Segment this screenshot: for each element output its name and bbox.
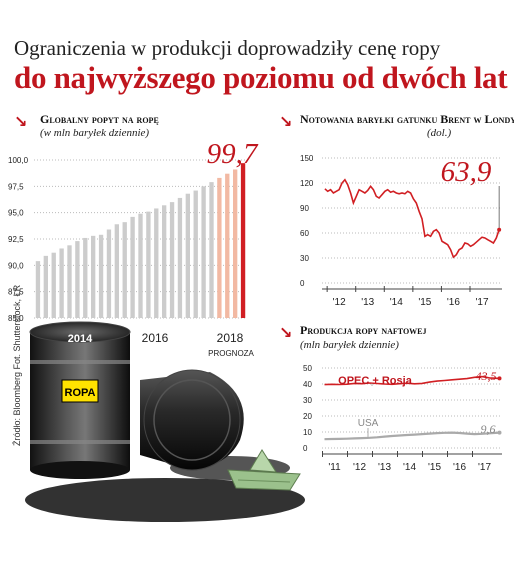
demand-bar [240, 163, 246, 318]
brent-x-tick-label: '13 [361, 297, 374, 308]
prod-x-tick-label: '11 [328, 462, 341, 473]
demand-y-tick-label: 95,0 [8, 209, 24, 218]
usa-last-value: 9,6 [481, 422, 496, 436]
opec-series-label: OPEC + Rosja [338, 375, 413, 387]
demand-bar [43, 255, 49, 318]
production-chart-title: Produkcja ropy naftowej [300, 323, 427, 337]
demand-bar [185, 193, 191, 318]
demand-bar [225, 173, 230, 318]
prod-x-tick-label: '17 [478, 462, 491, 473]
prod-x-tick-label: '16 [453, 462, 466, 473]
demand-bar [209, 182, 214, 318]
brent-x-tick-label: '15 [418, 297, 431, 308]
demand-y-tick-label: 97,5 [8, 182, 24, 191]
brent-chart-title: Notowania baryłki gatunku Brent w Londyn… [300, 112, 514, 126]
oil-spill [25, 478, 305, 522]
lying-barrel [140, 369, 244, 471]
demand-bar [177, 197, 183, 318]
demand-bar [161, 205, 167, 318]
barrel-label [61, 379, 99, 403]
usa-series-label: USA [358, 418, 379, 429]
opec-russia-line [324, 375, 500, 386]
demand-x-label-2018: 2018 [217, 331, 244, 345]
demand-bar [90, 235, 96, 318]
demand-bar [122, 222, 127, 318]
demand-bar [130, 216, 135, 318]
demand-bar [146, 211, 151, 318]
brent-x-tick-label: '14 [390, 297, 403, 308]
opec-last-value: 43,5 [476, 369, 497, 383]
demand-x-label-2016: 2016 [142, 331, 169, 345]
barrel-label-text: ROPA [65, 387, 96, 399]
upright-barrel [29, 321, 131, 479]
demand-y-tick-label: 100,0 [8, 156, 29, 165]
demand-y-tick-label: 92,5 [8, 235, 24, 244]
demand-chart-subtitle: (w mln baryłek dziennie) [40, 127, 150, 139]
demand-bar [35, 261, 41, 318]
oil-barrels-illustration [25, 321, 305, 522]
brent-y-tick-label: 150 [300, 154, 314, 163]
demand-y-tick-label: 90,0 [8, 261, 24, 270]
brent-last-point [497, 227, 502, 232]
money-boat-icon [227, 449, 301, 491]
prod-y-tick-label: 30 [303, 396, 312, 405]
headline-line1: Ograniczenia w produkcji doprowadziły ce… [14, 36, 441, 60]
brent-x-tick-label: '17 [475, 297, 488, 308]
demand-bar [75, 241, 80, 318]
demand-bar [232, 169, 238, 318]
brent-y-tick-label: 120 [300, 179, 314, 188]
demand-bar [106, 229, 112, 318]
usa-line [324, 431, 500, 441]
brent-last-value: 63,9 [441, 156, 492, 188]
brent-y-tick-label: 0 [300, 279, 305, 288]
demand-bar [193, 190, 198, 318]
brent-chart-subtitle: (dol.) [427, 127, 452, 139]
forecast-label: PROGNOZA [208, 349, 254, 358]
prod-x-tick-label: '12 [353, 462, 366, 473]
down-right-arrow-icon: ↘ [279, 323, 293, 342]
demand-bar [217, 177, 222, 318]
demand-y-tick-label: 85,0 [8, 314, 24, 323]
demand-bar [67, 245, 72, 318]
demand-bar [154, 208, 159, 318]
headline-line2: do najwyższego poziomu od dwóch lat [14, 60, 508, 95]
source-credit: Źródło: Bloomberg Fot. Shutterstock, ŁR [12, 284, 22, 446]
demand-chart-title: Globalny popyt na ropę [40, 112, 159, 126]
prod-x-tick-label: '15 [428, 462, 441, 473]
prod-y-tick-label: 10 [303, 428, 312, 437]
demand-bar [51, 252, 56, 318]
down-right-arrow-icon: ↘ [14, 112, 28, 131]
demand-bar [138, 213, 143, 318]
brent-y-tick-label: 60 [300, 229, 309, 238]
demand-bar [169, 202, 175, 318]
demand-bar [201, 186, 206, 318]
demand-highlight-value: 99,7 [207, 138, 259, 170]
brent-x-tick-label: '16 [447, 297, 460, 308]
demand-bar [59, 248, 64, 318]
brent-y-tick-label: 30 [300, 254, 309, 263]
prod-x-tick-label: '14 [403, 462, 416, 473]
prod-y-tick-label: 0 [303, 444, 308, 453]
down-right-arrow-icon: ↘ [279, 112, 293, 131]
demand-bar [83, 237, 88, 318]
usa-line-last-point [497, 430, 502, 435]
brent-x-tick-label: '12 [333, 297, 346, 308]
demand-y-tick-label: 87,5 [8, 288, 24, 297]
prod-y-tick-label: 40 [303, 380, 312, 389]
prod-x-tick-label: '13 [378, 462, 391, 473]
brent-y-tick-label: 90 [300, 204, 309, 213]
brent-price-line [324, 178, 500, 259]
demand-bar [98, 234, 104, 318]
opec-russia-line-last-point [497, 376, 502, 381]
production-chart-subtitle: (mln baryłek dziennie) [300, 339, 399, 351]
prod-y-tick-label: 20 [303, 412, 312, 421]
demand-bar [114, 224, 120, 318]
prod-y-tick-label: 50 [303, 364, 312, 373]
demand-x-label-2014: 2014 [68, 333, 93, 345]
